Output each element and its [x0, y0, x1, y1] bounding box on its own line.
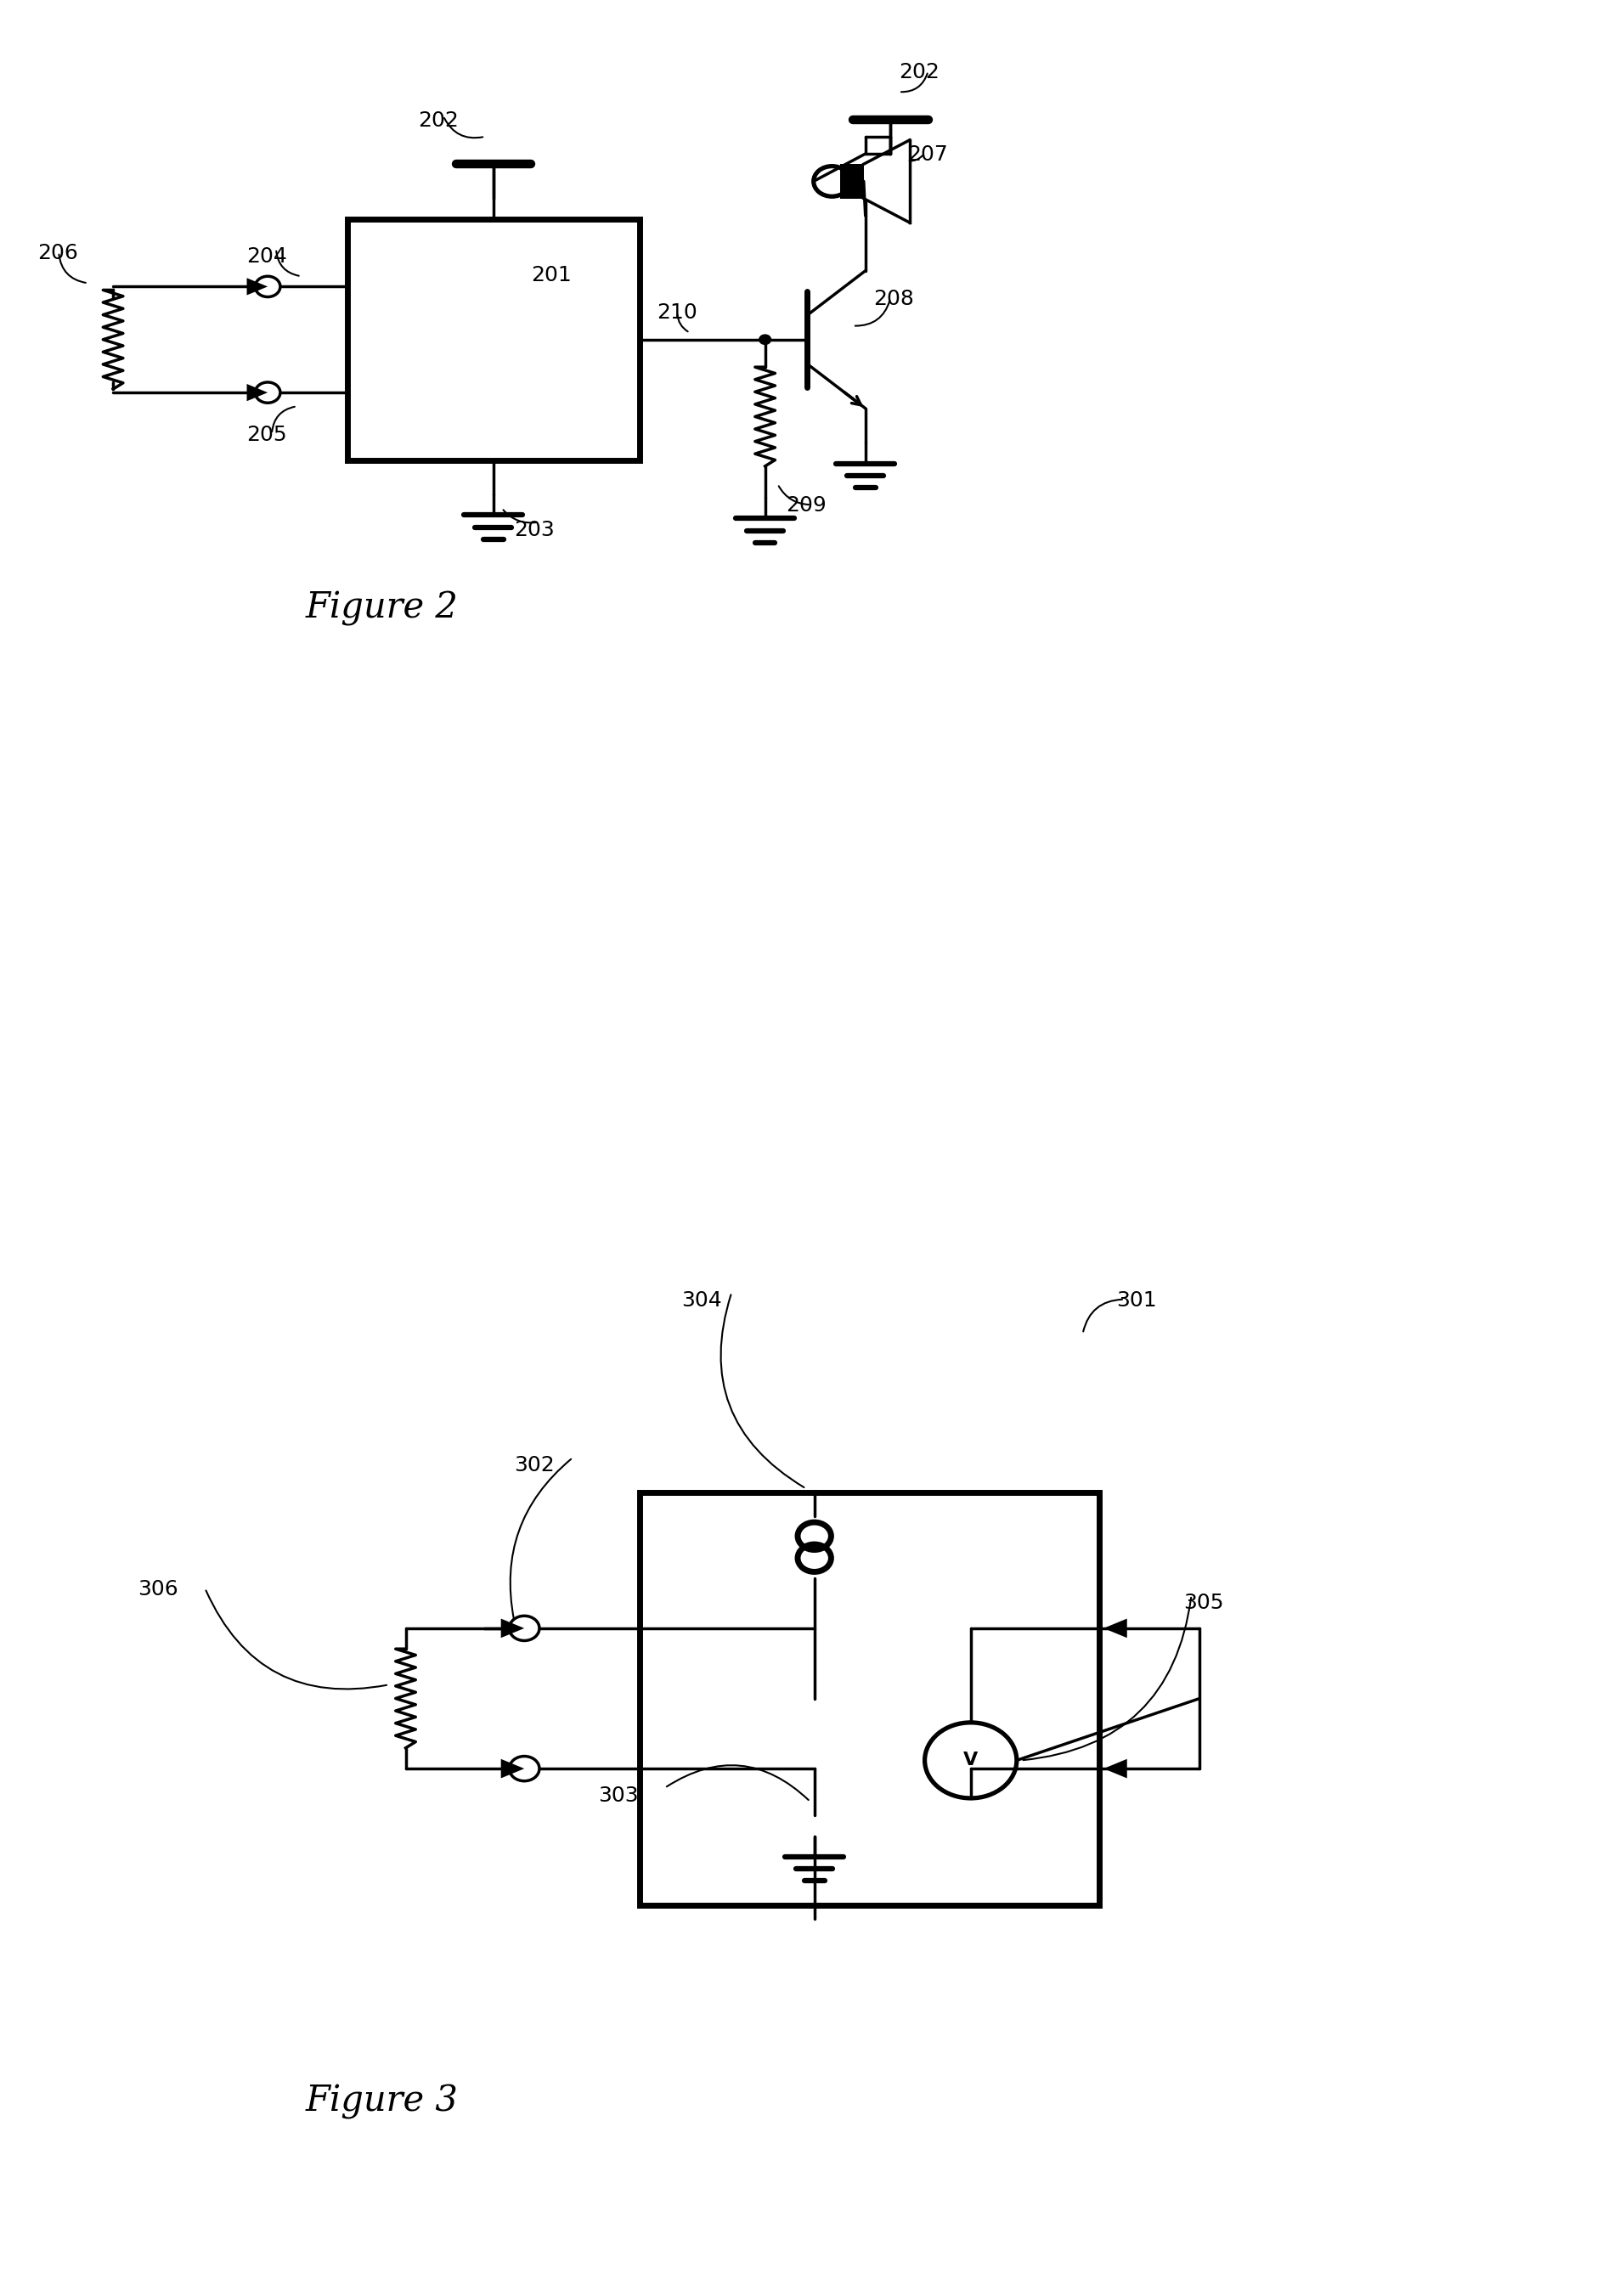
Text: 201: 201: [530, 264, 572, 285]
Text: 203: 203: [514, 519, 554, 540]
Text: 208: 208: [874, 289, 913, 310]
Polygon shape: [1104, 1759, 1126, 1777]
Polygon shape: [1104, 1619, 1126, 1637]
Text: 204: 204: [246, 246, 287, 266]
Text: 206: 206: [38, 243, 78, 264]
Text: 207: 207: [907, 145, 947, 165]
Text: 205: 205: [246, 425, 287, 445]
Bar: [840, 163, 864, 197]
Text: 305: 305: [1182, 1593, 1223, 1614]
Polygon shape: [500, 1619, 524, 1637]
Text: 301: 301: [1116, 1290, 1156, 1311]
Text: 302: 302: [514, 1456, 554, 1476]
Text: 303: 303: [597, 1786, 639, 1807]
Text: V: V: [963, 1752, 977, 1768]
Text: 202: 202: [418, 110, 458, 131]
Text: 304: 304: [680, 1290, 722, 1311]
Text: Figure 2: Figure 2: [305, 590, 458, 627]
Text: 209: 209: [786, 496, 826, 517]
Polygon shape: [246, 278, 268, 296]
Polygon shape: [246, 383, 268, 402]
Bar: [639, 1492, 1099, 1906]
Text: 210: 210: [656, 303, 696, 324]
Polygon shape: [500, 1759, 524, 1777]
Bar: [347, 218, 639, 459]
Text: 202: 202: [899, 62, 939, 83]
Text: Figure 3: Figure 3: [305, 2085, 458, 2119]
Circle shape: [759, 335, 770, 344]
Text: 306: 306: [137, 1580, 179, 1600]
